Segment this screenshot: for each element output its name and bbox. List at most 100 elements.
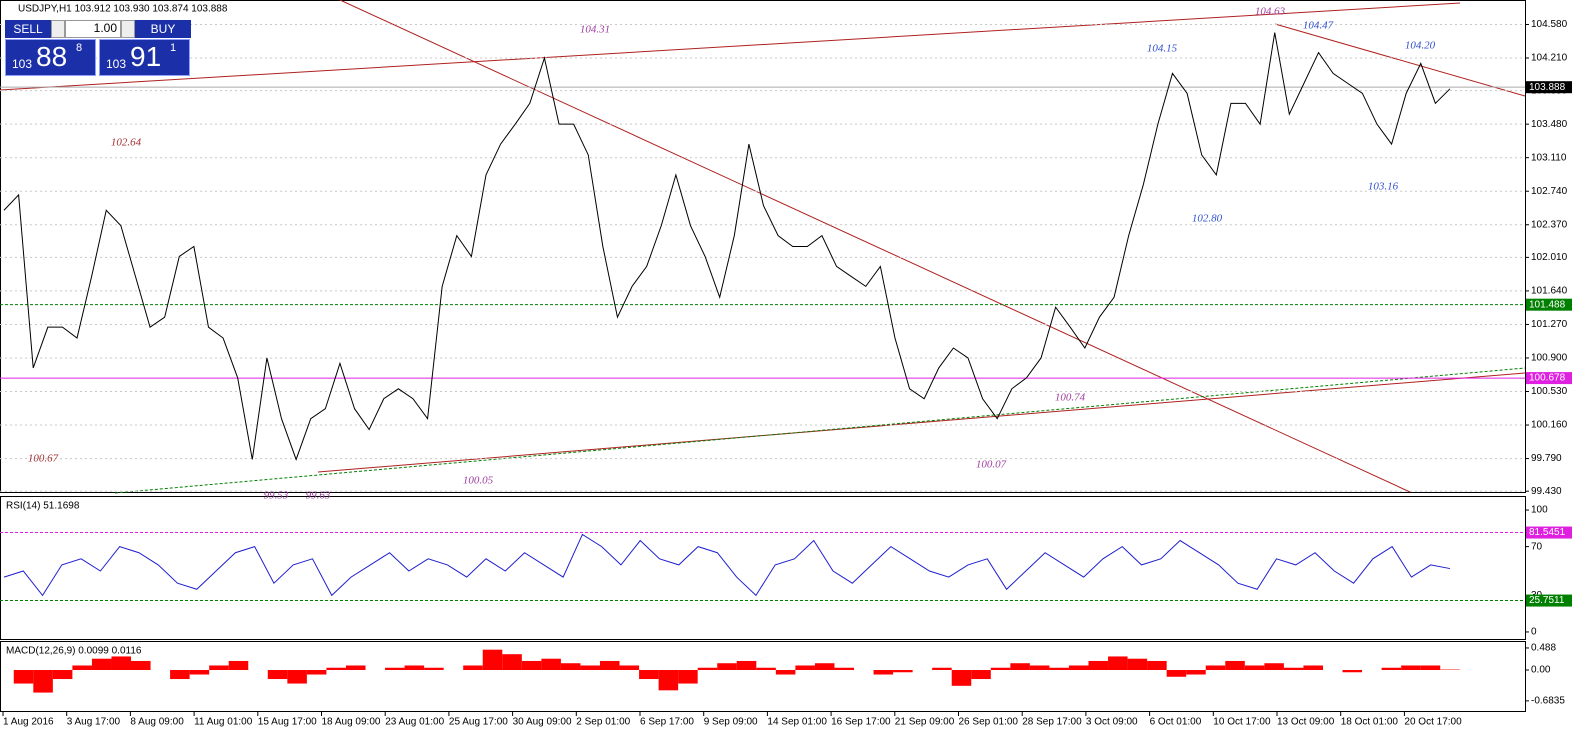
level-box (1526, 372, 1572, 385)
macd-bar (91, 658, 112, 670)
x-tick-label: 2 Sep 01:00 (576, 717, 630, 728)
x-tick-label: 1 Aug 2016 (3, 717, 54, 728)
y-tick-label: 99.430 (1531, 486, 1562, 497)
ask-frac: 1 (170, 42, 177, 54)
y-tick-label: 102.740 (1531, 186, 1568, 197)
y-tick-label: 0.00 (1531, 665, 1551, 676)
trend-line (0, 2, 1461, 91)
macd-bar (814, 663, 835, 670)
annotation: 99.53 (264, 490, 289, 502)
macd-bar (1186, 670, 1206, 675)
macd-bar (209, 665, 229, 670)
annotation: 100.74 (1055, 392, 1086, 404)
annotation: 100.05 (463, 475, 494, 487)
ask-main: 91 (130, 41, 162, 72)
x-tick-label: 8 Aug 09:00 (130, 717, 184, 728)
macd-bar (1147, 660, 1167, 670)
annotation: 99.63 (306, 490, 331, 502)
sell-button[interactable]: SELL (5, 20, 51, 38)
macd-bar (717, 663, 737, 670)
ask-big: 103 (106, 57, 127, 71)
macd-bar (775, 670, 796, 675)
macd-frame (0, 641, 1526, 712)
y-tick-label: 102.370 (1531, 219, 1568, 230)
macd-bar (33, 670, 53, 693)
macd-bar (599, 660, 620, 670)
macd-bar (287, 670, 307, 684)
annotation: 102.64 (111, 137, 142, 149)
buy-button[interactable]: BUY (135, 20, 191, 38)
y-tick-label: 104.580 (1531, 19, 1568, 30)
lot-input[interactable]: 1.00 (65, 20, 121, 38)
series-line (3, 533, 1451, 597)
price-frame (0, 0, 1526, 493)
macd-bar (1088, 660, 1109, 670)
y-tick-label: 103.110 (1531, 152, 1567, 163)
macd-bar (482, 649, 503, 670)
macd-bar (463, 665, 483, 670)
current-price-label: 103.888 (1529, 82, 1566, 93)
y-tick-label: 70 (1531, 541, 1543, 552)
macd-bar (1029, 665, 1050, 670)
macd-bar (990, 667, 1011, 670)
macd-bar (1049, 667, 1069, 670)
macd-bar (72, 665, 92, 670)
annotation: 103.16 (1368, 181, 1399, 193)
y-tick-label: 101.640 (1531, 286, 1568, 297)
macd-bar (1283, 667, 1304, 670)
trend-line (1274, 23, 1526, 97)
rsi-frame (0, 496, 1526, 640)
macd-bar (345, 665, 366, 670)
ask-quote[interactable]: 103 91 1 (99, 39, 190, 76)
y-tick-label: 100 (1531, 505, 1548, 516)
annotation: 102.80 (1192, 213, 1223, 225)
annotation: 104.63 (1255, 6, 1286, 18)
lot-up[interactable] (121, 20, 135, 38)
macd-bar (736, 660, 757, 670)
level-label: 101.488 (1529, 299, 1566, 310)
macd-bar (1401, 665, 1421, 670)
x-tick-label: 11 Aug 01:00 (194, 717, 253, 728)
x-tick-label: 16 Sep 17:00 (831, 717, 891, 728)
macd-bar (1264, 663, 1284, 670)
annotation: 100.67 (28, 453, 59, 465)
macd-bar (306, 670, 327, 675)
macd-bar (1108, 656, 1128, 670)
lot-down[interactable] (51, 20, 65, 38)
bid-quote[interactable]: 103 88 8 (5, 39, 96, 76)
trend-line (114, 367, 1526, 494)
macd-bar (1205, 665, 1226, 670)
macd-bar (170, 670, 190, 680)
macd-bar (111, 656, 132, 670)
pane-title: MACD(12,26,9) 0.0099 0.0116 (6, 646, 142, 657)
series-line (3, 32, 1451, 461)
x-tick-label: 3 Aug 17:00 (67, 717, 121, 728)
macd-bar (1420, 665, 1441, 670)
macd-bar (1225, 660, 1245, 670)
macd-bar (795, 665, 815, 670)
y-tick-label: 100.530 (1531, 386, 1568, 397)
level-box (1526, 594, 1572, 607)
y-tick-label: -0.6835 (1531, 696, 1565, 707)
macd-bar (541, 658, 561, 670)
x-tick-label: 10 Oct 17:00 (1213, 717, 1271, 728)
x-tick-label: 15 Aug 17:00 (258, 717, 317, 728)
y-tick-label: 100.900 (1531, 353, 1568, 364)
x-tick-label: 20 Oct 17:00 (1404, 717, 1462, 728)
annotation: 104.20 (1405, 40, 1436, 52)
x-tick-label: 14 Sep 01:00 (767, 717, 827, 728)
y-tick-label: 101.270 (1531, 319, 1568, 330)
macd-bar (131, 660, 151, 670)
x-tick-label: 23 Aug 01:00 (385, 717, 444, 728)
x-tick-label: 18 Oct 01:00 (1341, 717, 1399, 728)
macd-bar (13, 670, 34, 684)
macd-bar (873, 670, 894, 675)
level-label: 81.5451 (1529, 527, 1566, 538)
macd-bar (893, 670, 913, 673)
macd-bar (580, 665, 600, 670)
macd-bar (267, 670, 288, 680)
macd-bar (756, 667, 776, 670)
macd-bar (951, 670, 972, 686)
y-tick-label: 0 (1531, 627, 1537, 638)
